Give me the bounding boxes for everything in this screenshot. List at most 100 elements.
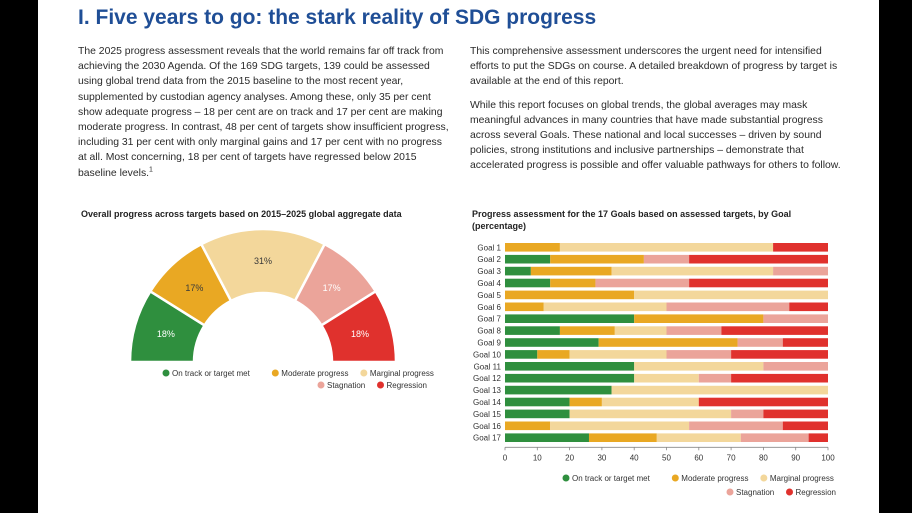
x-tick-label: 30 — [597, 453, 606, 462]
bar-segment-moderate-progress — [559, 326, 615, 335]
x-tick-label: 90 — [791, 453, 800, 462]
bar-segment-moderate-progress — [537, 350, 570, 359]
gauge-legend-moderate-progress: Moderate progress — [271, 369, 348, 378]
intro-text: The 2025 progress assessment reveals tha… — [78, 46, 449, 179]
bar-row-goal-17: Goal 17 — [473, 433, 828, 443]
legend-label: Marginal progress — [370, 369, 434, 378]
goal-label: Goal 6 — [477, 303, 501, 312]
gauge-value-label: 31% — [254, 256, 272, 266]
legend-swatch — [726, 488, 734, 496]
bar-segment-regression — [782, 338, 828, 347]
bar-segment-on-track-or-target-met — [505, 278, 551, 288]
bar-segment-regression — [789, 302, 828, 312]
bar-segment-moderate-progress — [569, 397, 602, 407]
bar-segment-moderate-progress — [634, 314, 764, 323]
bar-segment-stagnation — [666, 302, 790, 312]
bar-segment-stagnation — [666, 326, 722, 335]
bar-row-goal-13: Goal 13 — [473, 385, 828, 395]
gauge-value-label: 17% — [185, 283, 203, 293]
bar-segment-regression — [731, 373, 828, 383]
global-trends-paragraph: While this report focuses on global tren… — [470, 99, 841, 172]
bar-segment-regression — [763, 409, 828, 419]
bar-segment-on-track-or-target-met — [505, 350, 538, 359]
bar-chart-title: Progress assessment for the 17 Goals bas… — [472, 209, 792, 231]
bar-segment-regression — [782, 421, 828, 431]
gauge-value-label: 18% — [157, 329, 175, 339]
bar-segment-on-track-or-target-met — [505, 362, 635, 371]
bar-row-goal-10: Goal 10 — [473, 350, 828, 359]
footnote-marker[interactable]: 1 — [149, 166, 153, 174]
bar-segment-moderate-progress — [505, 290, 635, 300]
bar-row-goal-16: Goal 16 — [473, 421, 828, 431]
bar-segment-marginal-progress — [550, 421, 690, 431]
gauge-chart: 18% 17% 31% 17% 18% On track or target met Mod… — [128, 227, 434, 390]
bar-segment-moderate-progress — [505, 243, 560, 252]
bar-segment-stagnation — [666, 350, 732, 359]
bar-segment-regression — [808, 433, 828, 442]
left-column: The 2025 progress assessment reveals tha… — [78, 44, 450, 189]
x-tick-label: 0 — [503, 453, 508, 462]
x-tick-label: 20 — [565, 453, 574, 462]
bar-segment-stagnation — [773, 266, 828, 276]
gauge-value-label: 17% — [323, 283, 341, 293]
legend-label: Marginal progress — [770, 474, 834, 483]
bar-segment-on-track-or-target-met — [505, 266, 531, 276]
bar-segment-regression — [698, 397, 828, 407]
bar-segment-moderate-progress — [588, 433, 657, 442]
goal-label: Goal 4 — [477, 279, 501, 288]
goal-label: Goal 3 — [477, 267, 501, 276]
bar-segment-regression — [721, 326, 828, 335]
bar-segment-stagnation — [689, 421, 783, 431]
bar-segment-marginal-progress — [569, 350, 667, 359]
bar-row-goal-2: Goal 2 — [477, 254, 828, 264]
bar-row-goal-4: Goal 4 — [477, 278, 828, 288]
legend-swatch — [786, 488, 793, 496]
bar-legend-stagnation: Stagnation — [726, 488, 774, 497]
x-tick-label: 70 — [727, 453, 736, 462]
bar-segment-regression — [689, 278, 828, 288]
goal-bar-chart: Goal 1 Goal 2 Goal 3 Goal 4 Goal 5 Goal 6 Goal… — [473, 243, 836, 497]
bar-legend-regression: Regression — [786, 488, 836, 497]
bar-segment-moderate-progress — [550, 254, 644, 264]
gauge-segment-regression — [319, 289, 398, 364]
bar-segment-stagnation — [698, 373, 732, 383]
legend-swatch — [562, 474, 570, 482]
page-title: I. Five years to go: the stark reality o… — [78, 6, 597, 29]
bar-segment-moderate-progress — [505, 421, 551, 431]
bar-segment-regression — [731, 350, 828, 359]
bar-segment-on-track-or-target-met — [505, 397, 570, 407]
bar-segment-regression — [773, 243, 828, 252]
bar-segment-marginal-progress — [611, 385, 828, 395]
legend-swatch — [671, 474, 679, 482]
bar-segment-on-track-or-target-met — [505, 338, 599, 347]
x-tick-label: 10 — [533, 453, 542, 462]
goal-label: Goal 9 — [477, 339, 501, 348]
bar-row-goal-7: Goal 7 — [477, 314, 828, 324]
bar-segment-moderate-progress — [530, 266, 612, 276]
gauge-legend-regression: Regression — [377, 381, 427, 390]
legend-swatch — [760, 474, 768, 482]
legend-swatch — [377, 381, 384, 389]
bar-legend-marginal-progress: Marginal progress — [760, 474, 834, 483]
goal-label: Goal 14 — [473, 398, 502, 407]
goal-label: Goal 15 — [473, 410, 502, 419]
gauge-chart-title: Overall progress across targets based on… — [81, 209, 402, 219]
bar-row-goal-14: Goal 14 — [473, 397, 828, 407]
x-tick-label: 50 — [662, 453, 671, 462]
bar-segment-stagnation — [731, 409, 764, 419]
bar-legend-on-track-or-target-met: On track or target met — [562, 474, 651, 483]
x-tick-label: 40 — [630, 453, 639, 462]
bar-segment-regression — [689, 254, 828, 264]
bar-row-goal-11: Goal 11 — [474, 362, 828, 371]
x-tick-label: 60 — [694, 453, 703, 462]
bar-segment-stagnation — [763, 314, 828, 323]
right-column: This comprehensive assessment underscore… — [470, 44, 844, 182]
bar-segment-on-track-or-target-met — [505, 433, 589, 442]
x-tick-label: 100 — [821, 453, 835, 462]
bar-segment-stagnation — [763, 362, 828, 371]
goal-label: Goal 13 — [473, 386, 502, 395]
bar-row-goal-1: Goal 1 — [477, 243, 828, 252]
bar-segment-moderate-progress — [598, 338, 738, 347]
goal-label: Goal 11 — [474, 362, 502, 371]
goal-label: Goal 2 — [477, 255, 501, 264]
